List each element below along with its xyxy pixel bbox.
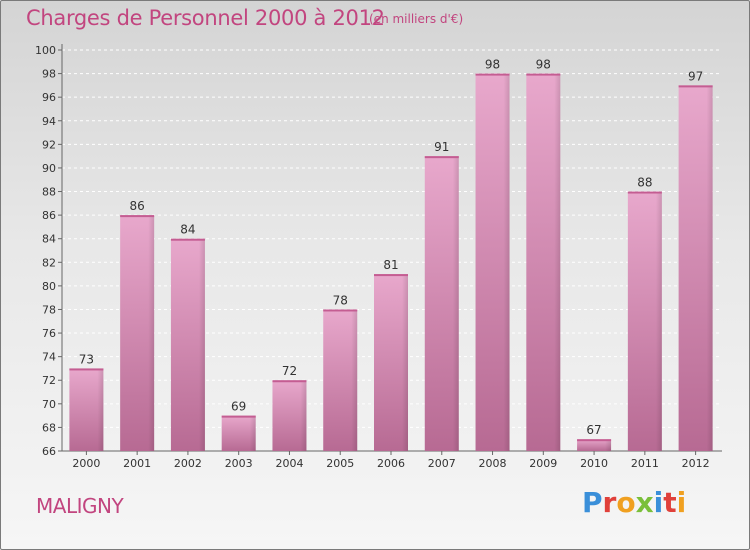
x-tick-label: 2005 <box>326 457 354 470</box>
y-tick-label: 92 <box>42 138 56 151</box>
logo-letter: P <box>582 486 603 519</box>
x-axis-labels: 2000 2001 2002 2003 2004 2005 2006 2007 2008 2009… <box>72 451 710 470</box>
x-tick-label: 2003 <box>225 457 253 470</box>
y-tick-label: 76 <box>42 327 56 340</box>
bar-top <box>526 73 561 76</box>
bar-shade <box>706 85 713 451</box>
y-tick-label: 98 <box>42 68 56 81</box>
bar-top <box>170 238 205 241</box>
proxiti-logo: Proxiti <box>582 486 686 519</box>
bar-top <box>323 309 358 312</box>
value-label: 81 <box>383 258 398 272</box>
value-label: 86 <box>130 199 145 213</box>
value-label: 97 <box>688 69 703 83</box>
value-label: 88 <box>637 176 652 190</box>
y-tick-label: 90 <box>42 162 56 175</box>
bar-shade <box>554 73 561 452</box>
bar-shade <box>148 215 155 451</box>
value-label: 98 <box>485 58 500 72</box>
x-tick-label: 2009 <box>529 457 557 470</box>
bar-shade <box>503 73 510 452</box>
y-tick-label: 100 <box>35 44 56 57</box>
bar-2010 <box>577 439 612 451</box>
bar-top <box>577 439 612 442</box>
bar-top <box>272 380 307 383</box>
x-tick-label: 2011 <box>631 457 659 470</box>
y-tick-label: 94 <box>42 115 56 128</box>
value-label: 84 <box>180 223 195 237</box>
x-tick-label: 2002 <box>174 457 202 470</box>
bars <box>69 73 713 452</box>
bar-top <box>424 156 459 159</box>
bar-shade <box>452 156 459 451</box>
logo-letter: o <box>616 486 636 519</box>
bar-shade <box>198 238 205 451</box>
y-tick-label: 66 <box>42 445 56 458</box>
bar-top <box>475 73 510 76</box>
value-label: 72 <box>282 364 297 378</box>
bar-shade <box>605 439 612 451</box>
x-tick-label: 2006 <box>377 457 405 470</box>
y-tick-label: 70 <box>42 398 56 411</box>
bar-top <box>221 415 256 418</box>
logo-letter: r <box>602 486 617 519</box>
logo-letter: t <box>663 486 677 519</box>
y-tick-label: 96 <box>42 91 56 104</box>
value-label: 98 <box>536 58 551 72</box>
logo-letter: i <box>653 486 664 519</box>
logo-letter: i <box>676 486 687 519</box>
bar-shade <box>402 274 408 451</box>
y-tick-label: 84 <box>42 233 56 246</box>
x-tick-label: 2008 <box>479 457 507 470</box>
value-label: 73 <box>79 352 94 366</box>
value-label: 78 <box>333 293 348 307</box>
y-tick-label: 68 <box>42 421 56 434</box>
value-label: 91 <box>434 140 449 154</box>
y-tick-label: 86 <box>42 209 56 222</box>
y-tick-label: 78 <box>42 303 56 316</box>
x-tick-label: 2012 <box>682 457 710 470</box>
y-tick-label: 88 <box>42 186 56 199</box>
bar-top <box>678 85 713 88</box>
x-tick-label: 2007 <box>428 457 456 470</box>
x-tick-label: 2010 <box>580 457 608 470</box>
bar-shade <box>97 368 104 451</box>
y-tick-label: 74 <box>42 351 56 364</box>
value-label: 69 <box>231 400 246 414</box>
x-tick-label: 2000 <box>72 457 100 470</box>
bar-top <box>627 191 662 194</box>
bar-top <box>120 215 155 218</box>
bar-top <box>374 274 408 277</box>
bar-shade <box>249 415 256 451</box>
y-tick-label: 72 <box>42 374 56 387</box>
y-tick-label: 82 <box>42 256 56 269</box>
chart-title: Charges de Personnel 2000 à 2012 <box>26 6 385 30</box>
bar-shade <box>655 191 662 451</box>
bar-shade <box>300 380 307 451</box>
x-tick-label: 2004 <box>275 457 303 470</box>
place-name: MALIGNY <box>36 494 124 518</box>
x-tick-label: 2001 <box>123 457 151 470</box>
logo-letter: x <box>635 486 654 519</box>
value-label: 67 <box>586 423 601 437</box>
bar-top <box>69 368 104 371</box>
y-tick-label: 80 <box>42 280 56 293</box>
bar-shade <box>351 309 358 451</box>
value-labels: 73 86 84 69 72 78 81 91 98 98 67 88 97 <box>79 58 704 438</box>
chart-subtitle: (en milliers d'€) <box>369 12 464 26</box>
